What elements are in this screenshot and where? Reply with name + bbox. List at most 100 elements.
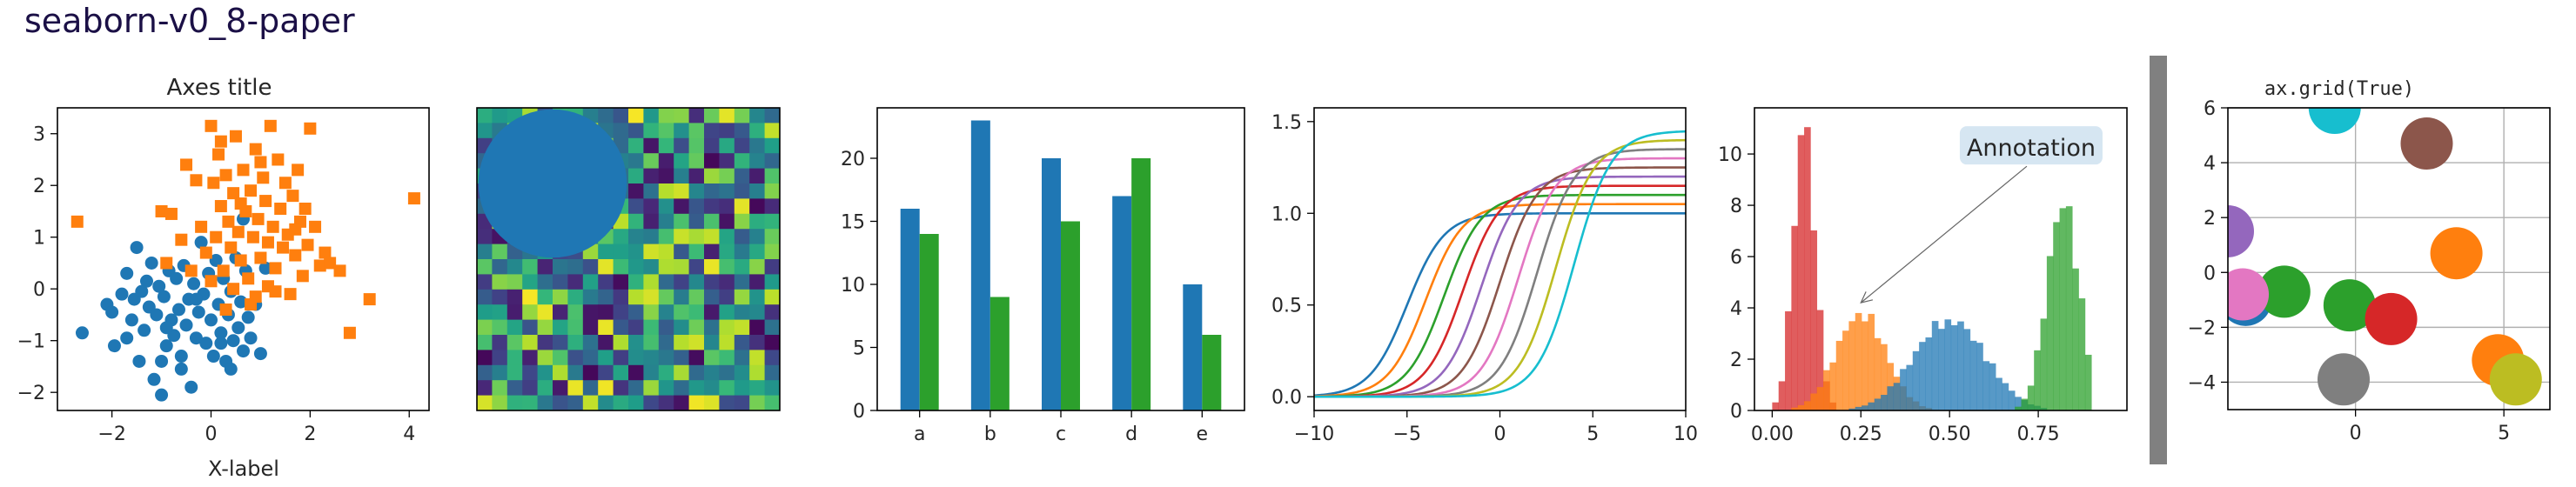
- scatter-point-square: [278, 177, 292, 190]
- heatmap-cell: [688, 335, 705, 350]
- scatter-point-square: [222, 215, 235, 228]
- scatter-point-square: [234, 254, 247, 267]
- scatter-point-square: [269, 262, 282, 275]
- scatter-point-circle: [105, 305, 119, 319]
- x-tick-label: e: [1197, 424, 1209, 445]
- heatmap-cell: [492, 244, 508, 260]
- bar: [989, 297, 1010, 410]
- scatter-point-circle: [194, 236, 208, 250]
- heatmap-cell: [477, 319, 493, 336]
- histogram-bar: [2021, 398, 2029, 410]
- heatmap-cell: [749, 244, 766, 260]
- histogram-bar: [1868, 402, 1875, 410]
- scatter-point-square: [205, 119, 218, 132]
- heatmap-cell: [522, 319, 539, 336]
- scatter-point-square: [363, 293, 376, 306]
- heatmap-cell: [658, 123, 674, 139]
- heatmap-cell: [643, 319, 660, 336]
- heatmap-cell: [674, 304, 690, 321]
- heatmap-cell: [628, 380, 644, 397]
- heatmap-cell: [688, 289, 705, 305]
- heatmap-cell: [688, 364, 705, 381]
- heatmap-cell: [628, 123, 644, 139]
- y-tick-label: 15: [841, 212, 865, 234]
- line-series-path: [1313, 203, 1686, 397]
- histogram-bar: [1881, 344, 1888, 410]
- scatter-point-square: [219, 169, 232, 182]
- heatmap-cell: [553, 380, 568, 397]
- heatmap-cell: [598, 364, 614, 381]
- heatmap-cell: [704, 123, 720, 139]
- scatter-point-square: [254, 251, 267, 264]
- heatmap-cell: [643, 350, 660, 366]
- histogram-bar: [1835, 340, 1843, 410]
- heatmap-cell: [537, 259, 553, 275]
- scatter-point-square: [272, 153, 285, 166]
- heatmap-cell: [704, 259, 720, 275]
- heatmap-cell: [749, 350, 766, 366]
- heatmap-cell: [477, 304, 493, 321]
- bar: [900, 209, 920, 410]
- scatter-point-square: [217, 264, 230, 277]
- x-tick-label: a: [914, 424, 925, 445]
- heatmap-cell: [764, 364, 781, 381]
- scatter-point-square: [175, 233, 188, 246]
- scatter-point-circle: [120, 331, 134, 345]
- scatter-point-square: [190, 174, 203, 187]
- heatmap-cell: [613, 259, 629, 275]
- scatter-point-square: [231, 225, 245, 238]
- heatmap-cell: [658, 274, 674, 290]
- heatmap-cell: [674, 319, 690, 336]
- x-tick-label: 0.25: [1840, 424, 1882, 445]
- scatter-point-circle: [258, 261, 272, 275]
- heatmap-frame: [476, 107, 781, 411]
- heatmap-cell: [628, 335, 644, 350]
- heatmap-cell: [734, 274, 750, 290]
- scatter-chart: Axes title −2 0 2 4 −2 −1 0 1 2 3 X-label: [17, 75, 430, 481]
- heatmap-cell: [719, 335, 735, 350]
- y-tick-label: −2: [2188, 317, 2216, 339]
- heatmap-cell: [643, 123, 660, 139]
- heatmap-cell: [598, 244, 614, 260]
- histogram-bar: [1791, 407, 1799, 410]
- bar: [1183, 284, 1203, 410]
- scatter-point-circle: [179, 318, 193, 332]
- heatmap-cell: [749, 335, 766, 350]
- heatmap-cell: [522, 380, 539, 397]
- annotation-text: Annotation: [1967, 135, 2096, 162]
- heatmap-cell: [477, 395, 493, 411]
- scatter-point-square: [284, 288, 297, 301]
- scatter-point-square: [304, 122, 317, 135]
- heatmap-cell: [506, 304, 523, 321]
- heatmap-cell: [688, 395, 705, 411]
- heatmap-cell: [734, 335, 750, 350]
- scatter-point-circle: [144, 256, 158, 270]
- grid-scatter-point: [2365, 292, 2418, 345]
- x-tick-label: 0.50: [1929, 424, 1971, 445]
- heatmap-cell: [704, 395, 720, 411]
- heatmap-cell: [734, 364, 750, 381]
- heatmap-cell: [643, 153, 660, 170]
- x-tick-label: 0: [1494, 424, 1506, 445]
- heatmap-cell: [477, 380, 493, 397]
- heatmap-cell: [764, 123, 781, 139]
- histogram-bar: [2008, 390, 2016, 410]
- heatmap-cell: [704, 108, 720, 123]
- histogram-bar: [1842, 330, 1849, 410]
- heatmap-cell: [719, 198, 735, 215]
- heatmap-cell: [764, 244, 781, 260]
- x-tick-label: b: [984, 424, 996, 445]
- grid-scatter-point: [2317, 353, 2370, 406]
- heatmap-cell: [628, 289, 644, 305]
- heatmap-cell: [553, 364, 568, 381]
- scatter-point-circle: [159, 321, 173, 335]
- x-tick-label: 0.00: [1751, 424, 1794, 445]
- histogram-bar: [1804, 127, 1811, 410]
- scatter-point-circle: [159, 339, 173, 353]
- heatmap-cell: [658, 108, 674, 123]
- line-series-path: [1313, 211, 1686, 397]
- heatmap-cell: [567, 350, 584, 366]
- heatmap-cell: [704, 319, 720, 336]
- heatmap-cell: [613, 319, 629, 336]
